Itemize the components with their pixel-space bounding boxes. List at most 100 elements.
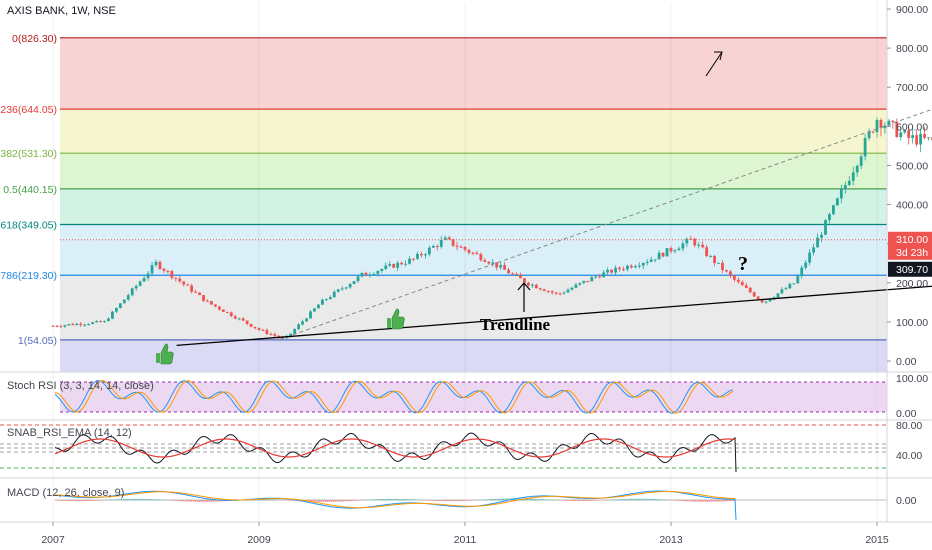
candle-body xyxy=(693,238,697,246)
macd-hist-bar xyxy=(395,498,397,501)
stoch-d-line xyxy=(54,379,734,414)
candle-body xyxy=(610,269,613,273)
candle-body xyxy=(408,258,411,264)
macd-hist-bar xyxy=(193,500,195,502)
macd-hist-bar xyxy=(419,499,421,501)
candle-body xyxy=(412,258,415,260)
macd-hist-bar xyxy=(615,499,617,501)
macd-hist-bar xyxy=(541,499,543,501)
macd-hist-bar xyxy=(133,498,135,501)
candle-body xyxy=(586,280,590,282)
candle-body xyxy=(839,189,843,199)
macd-hist-bar xyxy=(207,500,209,502)
candle-body xyxy=(348,284,352,288)
candle-body xyxy=(253,326,257,329)
candle-body xyxy=(439,239,443,247)
candle-body xyxy=(431,246,435,248)
candle-body xyxy=(416,253,419,259)
macd-hist-bar xyxy=(189,500,191,502)
macd-hist-bar xyxy=(611,499,613,501)
candle-body xyxy=(915,135,919,145)
macd-hist-bar xyxy=(129,498,131,501)
candle-body xyxy=(332,291,336,298)
macd-hist-bar xyxy=(157,499,159,501)
macd-hist-bar xyxy=(529,498,531,501)
macd-hist-bar xyxy=(515,498,517,501)
macd-hist-bar xyxy=(717,500,719,502)
macd-hist-bar xyxy=(591,500,593,501)
candle-body xyxy=(626,265,629,270)
macd-hist-bar xyxy=(369,499,371,501)
candle-body xyxy=(360,272,364,277)
candle-body xyxy=(467,249,471,253)
candle-body xyxy=(293,329,297,334)
candle-body xyxy=(87,324,91,326)
macd-hist-bar xyxy=(657,499,659,501)
macd-hist-bar xyxy=(265,499,267,501)
candle-body xyxy=(221,309,225,312)
stoch-rsi-label[interactable]: Stoch RSI (3, 3, 14, 14, close) xyxy=(7,380,154,392)
macd-hist-bar xyxy=(385,498,387,501)
candle-body xyxy=(538,288,542,290)
macd-hist-bar xyxy=(449,500,451,502)
arrow-head-icon xyxy=(517,282,531,291)
macd-label[interactable]: MACD (12, 26, close, 9) xyxy=(7,487,125,499)
macd-hist-bar xyxy=(59,500,61,501)
macd-hist-bar xyxy=(535,498,537,501)
macd-hist-bar xyxy=(213,500,215,502)
macd-line xyxy=(54,490,737,521)
candle-body xyxy=(237,318,241,320)
candle-body xyxy=(388,264,392,266)
candle-body xyxy=(796,276,800,284)
candle-body xyxy=(111,311,114,319)
candle-body xyxy=(423,254,427,256)
fib-band-0 xyxy=(60,37,887,110)
rsi-ema-label[interactable]: SNAB_RSI_EMA (14, 12) xyxy=(7,427,132,439)
macd-hist-bar xyxy=(441,500,443,502)
candle-body xyxy=(895,121,899,137)
candle-body xyxy=(344,287,348,289)
macd-hist-bar xyxy=(731,500,733,501)
candle-body xyxy=(633,266,637,268)
macd-hist-bar xyxy=(123,499,125,501)
candle-body xyxy=(740,281,744,286)
macd-hist-bar xyxy=(209,500,211,502)
candle-body xyxy=(832,205,835,215)
macd-hist-bar xyxy=(583,500,585,502)
macd-hist-bar xyxy=(367,499,369,501)
macd-hist-bar xyxy=(271,499,273,501)
rsi-tick-label: 40.00 xyxy=(896,450,922,462)
macd-hist-bar xyxy=(533,498,535,501)
macd-hist-bar xyxy=(331,500,333,502)
macd-hist-bar xyxy=(713,500,715,502)
price-tick-label: 400.00 xyxy=(896,200,928,212)
candle-body xyxy=(804,262,808,268)
candle-body xyxy=(816,237,819,248)
macd-hist-bar xyxy=(625,498,627,501)
x-tick-label: 2009 xyxy=(247,534,271,546)
candle-body xyxy=(118,303,122,309)
macd-hist-bar xyxy=(485,499,487,501)
macd-hist-bar xyxy=(151,499,153,501)
candle-body xyxy=(780,289,784,294)
macd-hist-bar xyxy=(117,499,119,501)
macd-hist-bar xyxy=(197,500,199,502)
macd-hist-bar xyxy=(469,500,471,501)
fib-band-0.618 xyxy=(60,224,887,276)
macd-hist-bar xyxy=(677,500,679,501)
grid xyxy=(52,2,878,522)
candle-body xyxy=(756,296,760,300)
candle-body xyxy=(483,260,487,262)
macd-hist-bar xyxy=(551,499,553,501)
macd-tick-label: 0.00 xyxy=(896,495,917,507)
candle-body xyxy=(824,220,827,235)
candle-body xyxy=(665,248,669,257)
candle-body xyxy=(368,274,372,276)
candle-body xyxy=(550,291,554,293)
candle-body xyxy=(103,321,106,323)
candle-body xyxy=(618,267,621,270)
macd-hist-bar xyxy=(525,498,527,501)
candle-body xyxy=(859,156,863,166)
macd-hist-bar xyxy=(73,500,75,502)
